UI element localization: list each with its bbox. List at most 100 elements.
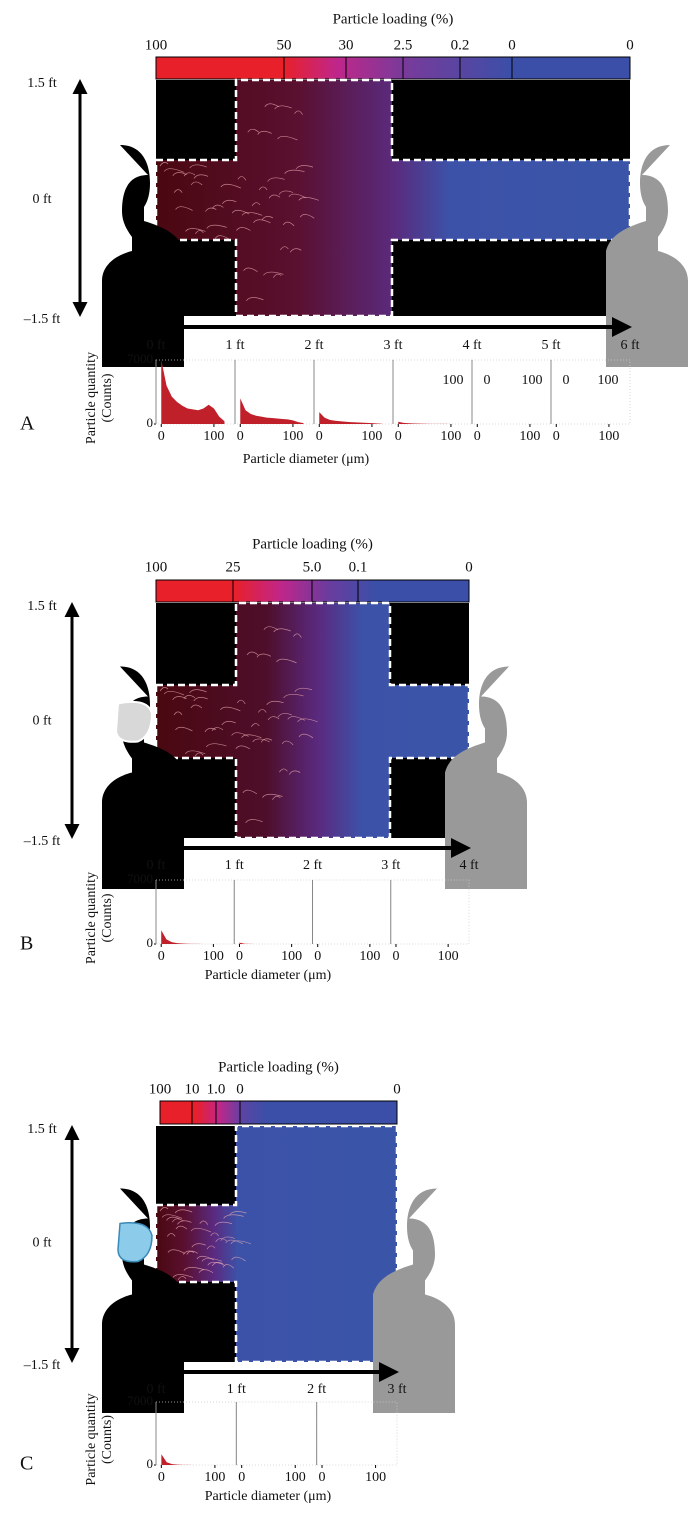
- x-tick-label: 0: [474, 429, 481, 444]
- histogram-area: [239, 942, 303, 944]
- colorbar-tick-label: 2.5: [394, 37, 413, 53]
- histogram-frame: [550, 359, 631, 425]
- particle-streak: [205, 207, 217, 212]
- particle-streak: [282, 221, 295, 227]
- particle-streak: [222, 199, 237, 205]
- colorbar: [155, 56, 631, 80]
- distance-label: 1 ft: [225, 338, 244, 353]
- particle-streak: [267, 716, 280, 721]
- particle-streak: [297, 718, 318, 723]
- particle-streak: [245, 819, 263, 824]
- x-tick-label: 100: [203, 949, 224, 964]
- particle-streak: [185, 228, 206, 232]
- distance-label: 6 ft: [620, 338, 639, 353]
- y-axis-label: Particle quantity(Counts): [84, 872, 115, 964]
- x-tick-label: 100: [204, 1470, 225, 1485]
- x-tick-label: 100: [359, 949, 380, 964]
- particle-streak: [163, 168, 185, 173]
- histogram-frame: [390, 879, 470, 945]
- person-silhouette: [102, 145, 184, 367]
- histogram-frame: [312, 879, 392, 945]
- particle-streak: [236, 227, 251, 231]
- particle-streak: [299, 214, 315, 219]
- person-silhouette: [102, 1188, 184, 1413]
- x-tick-label: 100: [365, 1470, 386, 1485]
- panel-label: C: [20, 1453, 33, 1475]
- particle-streak: [177, 1276, 187, 1280]
- x-tick-label: 0: [314, 949, 321, 964]
- x-tick-label: 100: [203, 429, 224, 444]
- particle-streak: [194, 752, 204, 757]
- particle-streak: [211, 1261, 224, 1267]
- x-axis-label: Particle diameter (μm): [205, 968, 332, 983]
- particle-streak: [172, 172, 187, 177]
- particle-streak: [242, 789, 258, 795]
- x-tick-label: 0: [158, 1470, 165, 1485]
- distance-label: 3 ft: [381, 858, 400, 873]
- particle-streak: [263, 626, 279, 630]
- distance-label: 2 ft: [304, 338, 323, 353]
- particle-streak: [193, 174, 209, 179]
- particle-streak: [235, 745, 250, 750]
- particle-streak: [264, 103, 279, 108]
- histogram-frame: [471, 359, 552, 425]
- x-tick-label: 0: [316, 429, 323, 444]
- particle-streak: [287, 716, 305, 721]
- y-axis-label: Particle quantity(Counts): [84, 352, 115, 444]
- particle-streak: [172, 1274, 194, 1278]
- y-axis-label-line: (Counts): [100, 373, 115, 422]
- particle-streak: [243, 267, 258, 273]
- particle-streak: [257, 130, 272, 135]
- particle-streak: [220, 1236, 235, 1241]
- colorbar-tick-label: 0: [626, 37, 634, 53]
- particle-streak: [276, 658, 297, 664]
- particle-streak: [172, 696, 187, 701]
- panel: B Particle loading (%) 100 25 5.0 0.1 0 1.5 ft 0…: [20, 536, 527, 983]
- colorbar-title: Particle loading (%): [218, 1059, 339, 1075]
- y-tick-label: 0: [147, 935, 154, 950]
- face-mask: [117, 1222, 153, 1263]
- y-position-label: 0 ft: [32, 1236, 51, 1251]
- x-tick-label: 0: [158, 429, 165, 444]
- colorbar-tick-label: 100: [145, 37, 168, 53]
- particle-streak: [173, 711, 183, 716]
- particle-streak: [288, 770, 301, 775]
- x-axis-label: Particle diameter (μm): [243, 452, 370, 467]
- y-position-label: 0 ft: [32, 192, 51, 207]
- particle-streak: [246, 651, 259, 656]
- colorbar-tick-label: 0: [508, 37, 516, 53]
- domain-outline: [154, 78, 632, 318]
- particle-streak: [221, 721, 236, 726]
- particle-streak: [207, 1261, 225, 1266]
- y-tick-label: 0: [147, 415, 154, 430]
- particle-streak: [177, 1220, 192, 1225]
- distance-label: 1 ft: [227, 1382, 246, 1397]
- particle-streak: [220, 706, 241, 712]
- colorbar-tick-label: 10: [185, 1081, 200, 1097]
- particle-streak: [225, 1239, 243, 1245]
- x-tick-label: 0: [553, 429, 560, 444]
- particle-streak: [250, 723, 260, 728]
- particle-streak: [229, 1211, 247, 1216]
- colorbar-tick-label: 0: [465, 559, 473, 575]
- particle-streak: [201, 1257, 223, 1262]
- y-axis-label-line: Particle quantity: [84, 1393, 99, 1485]
- x-tick-label: 100: [598, 429, 619, 444]
- distance-label: 1 ft: [225, 858, 244, 873]
- colorbar-tick-label: 50: [277, 37, 292, 53]
- y-axis-label: Particle quantity(Counts): [84, 1393, 115, 1485]
- distance-label: 0 ft: [146, 1382, 165, 1397]
- particle-streak: [184, 750, 206, 755]
- particle-streak: [190, 1228, 212, 1233]
- flow-region: [156, 603, 469, 838]
- histogram-frame: [155, 879, 235, 945]
- x-tick-label: 0: [395, 429, 402, 444]
- particle-streak: [222, 1264, 235, 1269]
- particle-streak: [171, 1218, 184, 1223]
- x-tick-label: 0: [236, 949, 243, 964]
- x-tick-label: 100: [282, 429, 303, 444]
- colorbar-tick-label: 0.1: [349, 559, 368, 575]
- particle-streak: [289, 248, 302, 253]
- colorbar-tick-label: 0: [393, 1081, 401, 1097]
